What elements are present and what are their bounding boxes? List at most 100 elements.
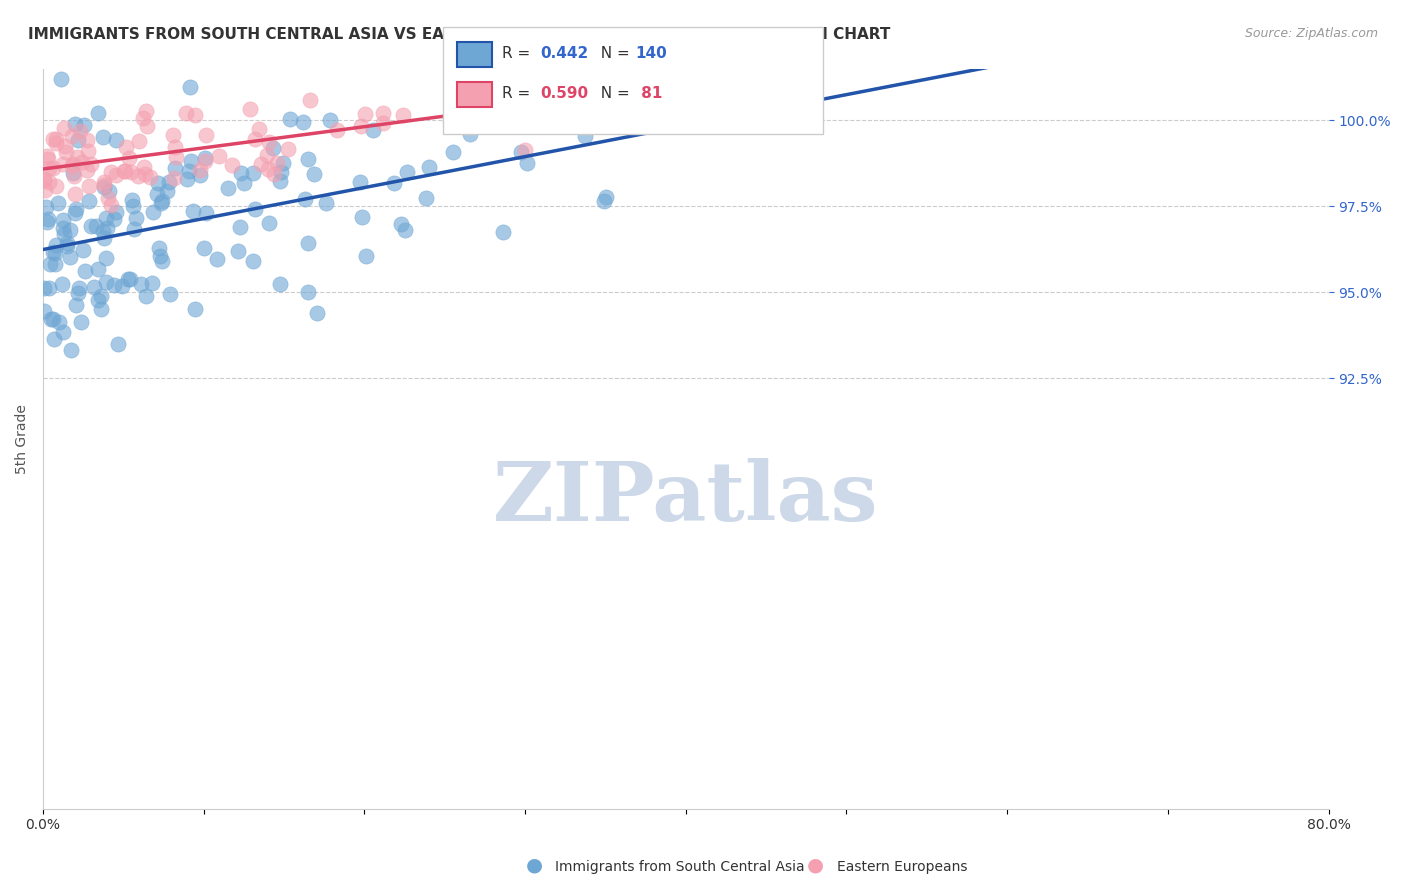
Point [93,230,115,244]
Point [194,153,217,168]
Point [278,112,301,127]
Point [69,123,91,137]
Point [90,289,112,303]
Point [37,152,59,166]
Point [63,187,86,202]
Point [94,275,117,289]
Point [83,280,105,294]
Point [59,250,82,264]
Point [118,151,141,165]
Point [176,172,198,186]
Point [73,118,96,132]
Point [66,150,89,164]
Point [513,143,536,157]
Text: ●: ● [807,855,824,874]
Point [129,277,152,292]
Point [105,204,128,219]
Point [221,158,243,172]
Point [259,215,281,229]
Point [188,168,211,182]
Point [247,122,270,136]
Point [94,252,117,266]
Point [165,150,187,164]
Point [277,142,299,156]
Point [52,227,75,241]
Point [270,165,292,179]
Point [458,127,481,141]
Point [38,161,60,176]
Point [41,244,63,259]
Point [194,128,217,142]
Point [492,226,515,240]
Point [121,199,143,213]
Point [354,249,377,263]
Point [239,102,262,116]
Point [66,133,89,147]
Point [46,196,69,211]
Point [35,149,58,163]
Text: 0.442: 0.442 [540,46,588,61]
Point [595,190,617,204]
Point [117,271,139,285]
Text: Source: ZipAtlas.com: Source: ZipAtlas.com [1244,27,1378,40]
Point [208,148,231,162]
Point [226,244,249,259]
Point [77,144,100,158]
Point [73,264,96,278]
Point [80,219,103,234]
Point [139,169,162,184]
Point [193,241,215,255]
Point [94,211,117,226]
Point [67,285,90,300]
Point [184,107,207,121]
Point [135,104,157,119]
Point [120,164,142,178]
Point [165,161,187,176]
Point [162,128,184,143]
Point [96,220,118,235]
Point [65,202,87,216]
Point [294,192,316,206]
Point [229,166,252,180]
Point [315,196,337,211]
Point [152,253,174,268]
Text: IMMIGRANTS FROM SOUTH CENTRAL ASIA VS EASTERN EUROPEAN 5TH GRADE CORRELATION CHA: IMMIGRANTS FROM SOUTH CENTRAL ASIA VS EA… [28,27,890,42]
Point [93,178,115,193]
Point [271,156,294,170]
Point [56,239,79,253]
Point [142,204,165,219]
Point [391,218,413,232]
Point [269,277,291,291]
Point [111,279,134,293]
Point [509,145,531,160]
Text: 81: 81 [636,87,662,101]
Point [179,163,201,178]
Point [149,249,172,263]
Point [179,80,201,95]
Point [87,262,110,277]
Text: N =: N = [591,46,634,61]
Point [439,113,461,128]
Point [45,179,67,194]
Point [304,167,326,181]
Point [72,154,94,169]
Point [415,191,437,205]
Point [148,241,170,255]
Point [188,163,211,178]
Point [91,129,114,144]
Point [207,252,229,266]
Point [266,156,288,170]
Point [159,287,181,301]
Text: R =: R = [502,46,536,61]
Point [298,93,321,107]
Text: 140: 140 [636,46,668,61]
Point [48,315,70,329]
Point [243,202,266,216]
Point [118,272,141,286]
Point [72,244,94,258]
Point [115,139,138,153]
Point [157,175,180,189]
Point [65,298,87,312]
Point [91,224,114,238]
Text: N =: N = [591,87,634,101]
